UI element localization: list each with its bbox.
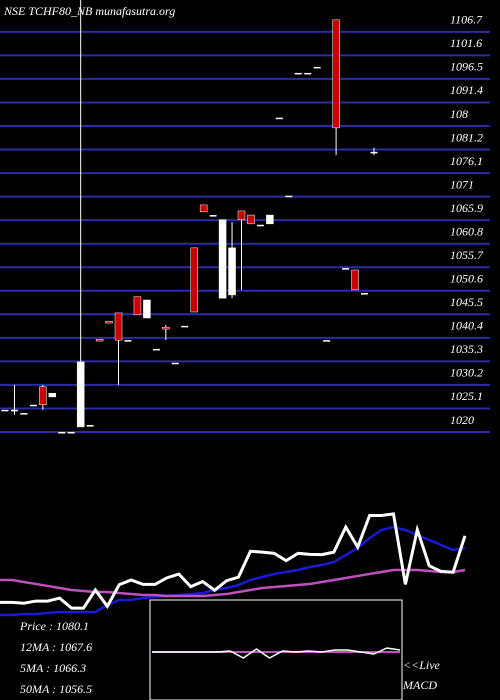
y-tick-label: 1040.4 [450,319,483,333]
candle-body [29,404,37,407]
candle-body [218,219,227,299]
candle-body [190,247,198,313]
candle-body [256,224,264,227]
y-tick-label: 1060.8 [450,224,483,238]
candle-body [285,195,293,198]
candle-body [95,338,104,342]
candle-body [86,425,94,427]
stat-label: 12MA : 1067.6 [20,640,92,654]
candle-body [313,66,321,69]
candle-body [1,409,9,412]
live-label: <<Live [403,658,441,672]
candle-body [209,215,217,217]
y-tick-label: 1045.5 [450,295,483,309]
candle-body [247,214,255,225]
y-tick-label: 1020 [450,413,474,427]
y-tick-label: 1096.5 [450,60,483,74]
candle-body [67,432,75,434]
candle-body [332,19,340,129]
y-tick-label: 1065.9 [450,201,483,215]
candle-body [58,432,66,434]
candle-body [10,409,18,412]
stat-label: 50MA : 1056.5 [20,682,92,696]
y-tick-label: 1076.1 [450,154,483,168]
candle-body [133,296,142,316]
candle-body [48,392,57,398]
stat-label: 5MA : 1066.3 [20,661,86,675]
y-tick-label: 1081.2 [450,130,483,144]
macd-box [149,599,403,700]
candle-body [360,293,368,295]
candle-body [171,362,179,365]
candle-body [114,312,123,341]
ma-line [0,525,466,617]
candle-body [266,214,274,225]
candle-body [370,151,378,154]
y-tick-label: 1106.7 [450,13,483,27]
candle-body [342,268,350,270]
candle-body [199,204,208,213]
stat-label: Price : 1080.1 [19,619,89,633]
candle-body [275,117,283,120]
y-tick-label: 1035.3 [450,342,483,356]
candle-body [152,348,160,351]
candle-body [181,325,189,328]
y-tick-label: 1055.7 [450,248,484,262]
candle-body [143,299,151,319]
macd-label: MACD [402,678,437,692]
y-tick-label: 1091.4 [450,83,483,97]
candle-body [76,361,85,428]
candle-body [124,340,132,342]
candle-body [304,72,312,75]
y-tick-label: 1101.6 [450,36,482,50]
candle-body [162,326,170,330]
candle-body [351,269,359,291]
y-tick-label: 1030.2 [450,366,483,380]
y-tick-label: 108 [450,107,468,121]
candle-body [20,413,28,415]
y-tick-label: 1025.1 [450,389,483,403]
y-tick-label: 1050.6 [450,272,483,286]
y-tick-label: 1071 [450,177,474,191]
candle-body [228,247,236,296]
macd-line [152,647,401,659]
chart-title: NSE TCHF80_NB munafasutra.org [3,4,175,18]
candle-body [105,320,113,324]
candle-body [294,72,302,75]
candle-body [39,386,47,406]
candle-body [237,210,246,220]
ma-line [0,568,466,598]
candle-body [323,340,331,342]
price-line [0,512,467,610]
